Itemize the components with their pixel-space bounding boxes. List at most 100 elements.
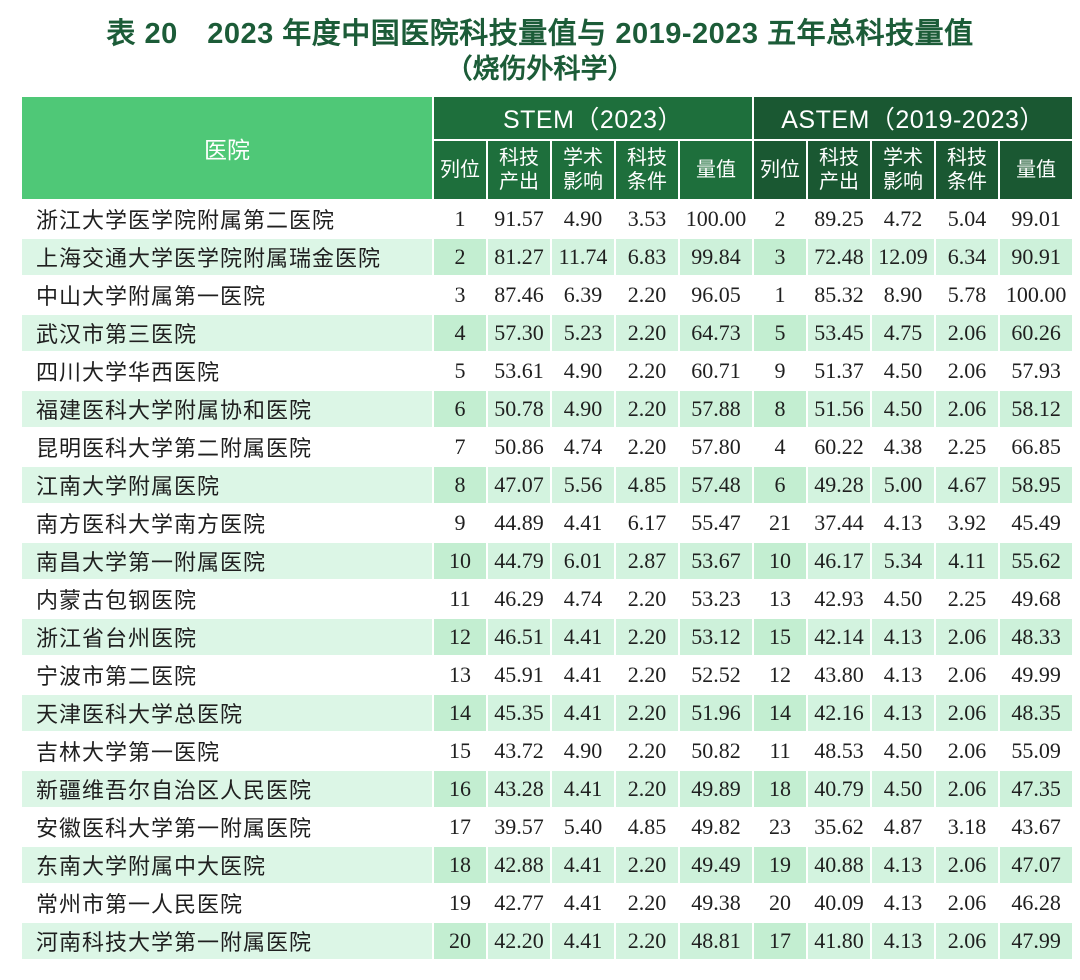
table-row: 南昌大学第一附属医院 10 44.79 6.01 2.87 53.67 10 46.17 5.3… — [22, 543, 1073, 580]
astem-condition-cell: 2.06 — [936, 733, 999, 770]
astem-output-cell: 60.22 — [808, 429, 871, 466]
stem-condition-cell: 2.20 — [616, 353, 678, 390]
stem-value-cell: 55.47 — [680, 505, 753, 542]
hospital-ranking-table: 医院 STEM（2023） ASTEM（2019-2023） 列位 科技 产出 学术… — [20, 95, 1074, 961]
stem-subheader: 学术 影响 — [552, 141, 614, 200]
stem-rank-cell: 5 — [434, 353, 486, 390]
stem-subheader: 科技 产出 — [488, 141, 550, 200]
table-row: 上海交通大学医学院附属瑞金医院 2 81.27 11.74 6.83 99.84 3 72.4… — [22, 239, 1073, 276]
astem-impact-cell: 4.75 — [872, 315, 935, 352]
astem-condition-cell: 2.06 — [936, 695, 999, 732]
table-row: 昆明医科大学第二附属医院 7 50.86 4.74 2.20 57.80 4 60.22 4.3… — [22, 429, 1073, 466]
astem-impact-cell: 4.50 — [872, 733, 935, 770]
stem-condition-cell: 2.87 — [616, 543, 678, 580]
stem-rank-cell: 12 — [434, 619, 486, 656]
stem-rank-cell: 13 — [434, 657, 486, 694]
astem-value-cell: 99.01 — [1000, 201, 1073, 238]
astem-impact-cell: 4.50 — [872, 391, 935, 428]
astem-subheader: 学术 影响 — [872, 141, 935, 200]
astem-condition-cell: 4.11 — [936, 543, 999, 580]
stem-value-cell: 96.05 — [680, 277, 753, 314]
group-header-row: 医院 STEM（2023） ASTEM（2019-2023） — [22, 97, 1073, 200]
stem-output-cell: 47.07 — [488, 467, 550, 504]
astem-impact-cell: 4.87 — [872, 809, 935, 846]
stem-value-cell: 51.96 — [680, 695, 753, 732]
hospital-name-cell: 武汉市第三医院 — [22, 315, 432, 352]
hospital-name-cell: 中山大学附属第一医院 — [22, 277, 432, 314]
stem-condition-cell: 2.20 — [616, 619, 678, 656]
stem-subheader: 科技 条件 — [616, 141, 678, 200]
stem-subheader: 列位 — [434, 141, 486, 200]
stem-output-cell: 50.86 — [488, 429, 550, 466]
astem-output-cell: 49.28 — [808, 467, 871, 504]
astem-impact-cell: 12.09 — [872, 239, 935, 276]
astem-condition-cell: 2.06 — [936, 847, 999, 884]
hospital-name-cell: 南方医科大学南方医院 — [22, 505, 432, 542]
astem-rank-cell: 3 — [754, 239, 807, 276]
hospital-column-header: 医院 — [22, 97, 432, 200]
table-row: 浙江省台州医院 12 46.51 4.41 2.20 53.12 15 42.14 4.13 2.… — [22, 619, 1073, 656]
stem-impact-cell: 11.74 — [552, 239, 614, 276]
astem-rank-cell: 14 — [754, 695, 807, 732]
astem-rank-cell: 13 — [754, 581, 807, 618]
stem-output-cell: 50.78 — [488, 391, 550, 428]
stem-condition-cell: 2.20 — [616, 695, 678, 732]
hospital-name-cell: 江南大学附属医院 — [22, 467, 432, 504]
stem-condition-cell: 2.20 — [616, 315, 678, 352]
stem-rank-cell: 6 — [434, 391, 486, 428]
astem-value-cell: 55.62 — [1000, 543, 1073, 580]
astem-condition-cell: 2.06 — [936, 391, 999, 428]
table-row: 内蒙古包钢医院 11 46.29 4.74 2.20 53.23 13 42.93 4.50 2.… — [22, 581, 1073, 618]
stem-value-cell: 57.88 — [680, 391, 753, 428]
astem-condition-cell: 5.78 — [936, 277, 999, 314]
table-row: 东南大学附属中大医院 18 42.88 4.41 2.20 49.49 19 40.88 4.1… — [22, 847, 1073, 884]
hospital-name-cell: 宁波市第二医院 — [22, 657, 432, 694]
stem-rank-cell: 1 — [434, 201, 486, 238]
stem-value-cell: 53.23 — [680, 581, 753, 618]
stem-condition-cell: 4.85 — [616, 809, 678, 846]
astem-condition-cell: 2.25 — [936, 581, 999, 618]
astem-value-cell: 57.93 — [1000, 353, 1073, 390]
stem-impact-cell: 4.90 — [552, 733, 614, 770]
stem-impact-cell: 4.41 — [552, 885, 614, 922]
astem-condition-cell: 5.04 — [936, 201, 999, 238]
stem-output-cell: 53.61 — [488, 353, 550, 390]
stem-output-cell: 46.29 — [488, 581, 550, 618]
stem-output-cell: 81.27 — [488, 239, 550, 276]
astem-value-cell: 49.99 — [1000, 657, 1073, 694]
hospital-name-cell: 常州市第一人民医院 — [22, 885, 432, 922]
stem-output-cell: 42.20 — [488, 923, 550, 960]
astem-rank-cell: 23 — [754, 809, 807, 846]
astem-impact-cell: 4.38 — [872, 429, 935, 466]
stem-condition-cell: 2.20 — [616, 429, 678, 466]
stem-impact-cell: 4.41 — [552, 847, 614, 884]
stem-output-cell: 45.35 — [488, 695, 550, 732]
astem-output-cell: 40.09 — [808, 885, 871, 922]
stem-condition-cell: 6.17 — [616, 505, 678, 542]
stem-output-cell: 42.88 — [488, 847, 550, 884]
table-row: 福建医科大学附属协和医院 6 50.78 4.90 2.20 57.88 8 51.56 4.5… — [22, 391, 1073, 428]
stem-value-cell: 99.84 — [680, 239, 753, 276]
stem-impact-cell: 5.23 — [552, 315, 614, 352]
astem-impact-cell: 4.13 — [872, 695, 935, 732]
astem-value-cell: 48.35 — [1000, 695, 1073, 732]
hospital-name-cell: 新疆维吾尔自治区人民医院 — [22, 771, 432, 808]
stem-rank-cell: 7 — [434, 429, 486, 466]
stem-rank-cell: 14 — [434, 695, 486, 732]
astem-condition-cell: 2.06 — [936, 885, 999, 922]
stem-condition-cell: 2.20 — [616, 923, 678, 960]
table-row: 浙江大学医学院附属第二医院 1 91.57 4.90 3.53 100.00 2 89.25 4… — [22, 201, 1073, 238]
astem-output-cell: 89.25 — [808, 201, 871, 238]
astem-subheader: 列位 — [754, 141, 807, 200]
astem-condition-cell: 2.06 — [936, 619, 999, 656]
astem-value-cell: 47.07 — [1000, 847, 1073, 884]
table-row: 中山大学附属第一医院 3 87.46 6.39 2.20 96.05 1 85.32 8.90 5… — [22, 277, 1073, 314]
astem-condition-cell: 2.06 — [936, 923, 999, 960]
astem-rank-cell: 6 — [754, 467, 807, 504]
astem-impact-cell: 4.13 — [872, 657, 935, 694]
stem-condition-cell: 3.53 — [616, 201, 678, 238]
astem-condition-cell: 2.06 — [936, 353, 999, 390]
stem-impact-cell: 6.39 — [552, 277, 614, 314]
hospital-name-cell: 四川大学华西医院 — [22, 353, 432, 390]
stem-rank-cell: 4 — [434, 315, 486, 352]
